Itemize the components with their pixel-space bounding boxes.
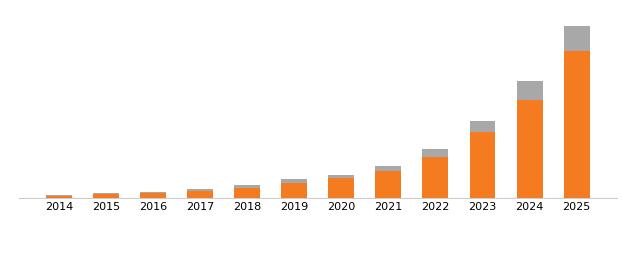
- Bar: [516, 81, 543, 100]
- Bar: [564, 26, 589, 51]
- Bar: [422, 157, 449, 198]
- Bar: [46, 195, 72, 196]
- Bar: [46, 196, 72, 198]
- Bar: [93, 194, 119, 198]
- Bar: [376, 166, 401, 171]
- Bar: [328, 178, 354, 198]
- Bar: [140, 193, 166, 198]
- Bar: [328, 175, 354, 178]
- Bar: [234, 188, 260, 198]
- Bar: [234, 185, 260, 188]
- Bar: [376, 171, 401, 198]
- Bar: [470, 120, 495, 131]
- Bar: [564, 51, 589, 198]
- Bar: [187, 189, 213, 191]
- Bar: [93, 193, 119, 194]
- Bar: [422, 149, 449, 157]
- Bar: [187, 191, 213, 198]
- Bar: [281, 179, 307, 183]
- Bar: [281, 183, 307, 198]
- Bar: [470, 131, 495, 198]
- Bar: [516, 100, 543, 198]
- Bar: [140, 191, 166, 193]
